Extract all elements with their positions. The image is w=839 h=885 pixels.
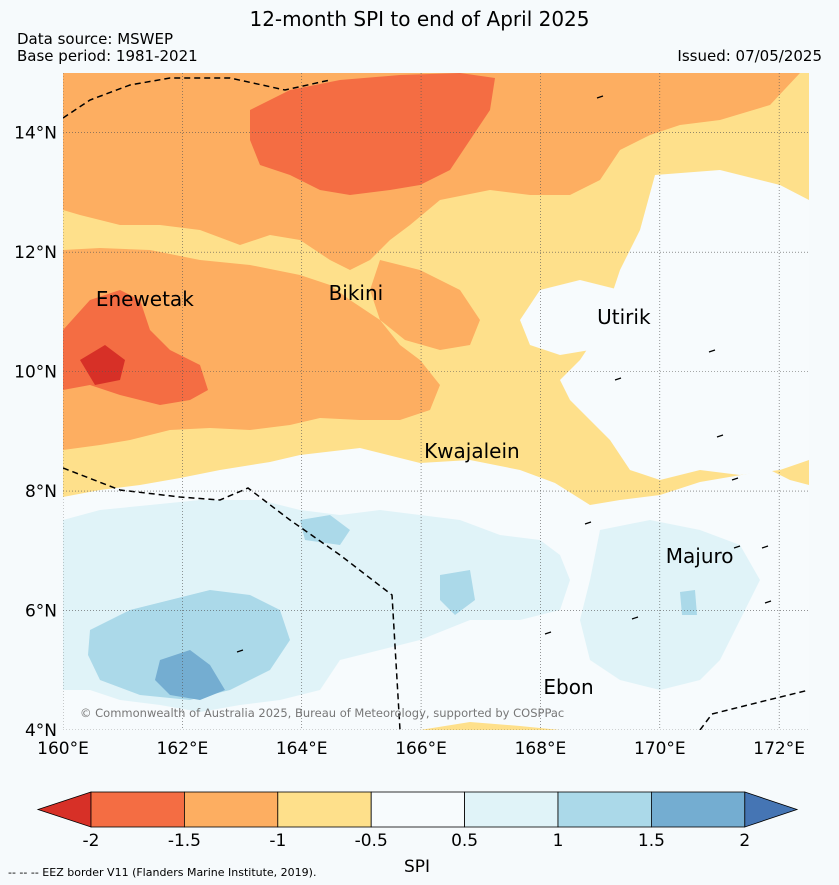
region-severely-dry-north <box>250 73 495 195</box>
atoll-outline <box>761 545 769 549</box>
colorbar-segment <box>90 791 185 828</box>
region-wet <box>88 590 290 700</box>
colorbar-segment <box>183 791 279 828</box>
region-near-normal-utirik <box>520 280 620 355</box>
colorbar-tick-label: 2 <box>739 831 750 851</box>
y-tick-label: 12°N <box>14 243 57 263</box>
colorbar-extend-high <box>744 791 799 828</box>
place-label-utirik: Utirik <box>597 305 651 329</box>
colorbar-segment <box>370 791 466 828</box>
region-wet-majuro <box>680 590 697 615</box>
atoll-outline <box>236 649 244 653</box>
data-source-label: Data source: MSWEP <box>17 30 174 48</box>
map-title: 12-month SPI to end of April 2025 <box>249 7 590 31</box>
atoll-outline <box>584 521 592 525</box>
base-period-label: Base period: 1981-2021 <box>17 47 198 65</box>
place-label-bikini: Bikini <box>329 281 384 305</box>
spi-field: Enewetak Bikini Utirik Kwajalein Majuro Ebon ©… <box>63 73 809 730</box>
region-wet-mid <box>300 515 350 545</box>
atoll-outline <box>764 600 772 604</box>
spi-map: Enewetak Bikini Utirik Kwajalein Majuro Ebon ©… <box>14 73 809 759</box>
colorbar-segment <box>651 791 746 828</box>
y-tick-label: 14°N <box>14 124 57 144</box>
atoll-outline <box>731 477 739 481</box>
colorbar-tick-label: 1.5 <box>638 831 665 851</box>
issued-date-label: Issued: 07/05/2025 <box>677 47 822 65</box>
colorbar-segment <box>277 791 372 828</box>
colorbar-tick-label: -1 <box>269 831 286 851</box>
colorbar-tick-label: 1 <box>553 831 564 851</box>
copyright-text: © Commonwealth of Australia 2025, Bureau… <box>80 706 564 720</box>
atoll-outline <box>733 545 741 549</box>
y-tick-label: 8°N <box>25 482 57 502</box>
colorbar-tick-label: -0.5 <box>355 831 388 851</box>
eez-footnote: -- -- -- EEZ border V11 (Flanders Marine… <box>8 866 317 879</box>
region-near-normal-east <box>560 170 809 480</box>
x-tick-label: 162°E <box>157 739 209 759</box>
colorbar-tick-label: -2 <box>83 831 100 851</box>
colorbar-segment <box>464 791 559 828</box>
atoll-outline <box>708 349 716 353</box>
eez-border-2 <box>63 467 401 730</box>
x-tick-label: 170°E <box>634 739 686 759</box>
region-very-wet <box>155 650 225 700</box>
region-moderately-dry-south <box>420 722 560 730</box>
colorbar-tick-label: -1.5 <box>168 831 201 851</box>
eez-border-3 <box>699 689 809 730</box>
y-tick-label: 10°N <box>14 363 57 383</box>
place-label-majuro: Majuro <box>666 544 734 568</box>
x-tick-label: 164°E <box>276 739 328 759</box>
atoll-outline <box>631 616 639 620</box>
x-tick-label: 160°E <box>37 739 89 759</box>
eez-border-1 <box>63 77 331 119</box>
place-label-ebon: Ebon <box>543 675 593 699</box>
y-tick-label: 6°N <box>25 602 57 622</box>
region-extremely-dry-core <box>80 345 125 385</box>
atoll-outline <box>716 434 724 438</box>
x-tick-label: 168°E <box>515 739 567 759</box>
x-tick-label: 166°E <box>395 739 447 759</box>
colorbar-extend-low <box>36 791 92 828</box>
region-moderately-wet-east <box>580 520 760 690</box>
atoll-outline <box>596 95 604 99</box>
place-label-kwajalein: Kwajalein <box>424 439 520 463</box>
atoll-outline <box>614 377 622 381</box>
place-label-enewetak: Enewetak <box>96 287 194 311</box>
colorbar-label: SPI <box>404 857 430 877</box>
region-dry-bikini <box>370 260 480 350</box>
y-tick-label: 4°N <box>25 721 57 741</box>
x-tick-label: 172°E <box>753 739 805 759</box>
colorbar-segment <box>557 791 652 828</box>
region-wet-east <box>440 570 475 615</box>
colorbar-tick-label: 0.5 <box>451 831 478 851</box>
atoll-outline <box>544 631 552 635</box>
